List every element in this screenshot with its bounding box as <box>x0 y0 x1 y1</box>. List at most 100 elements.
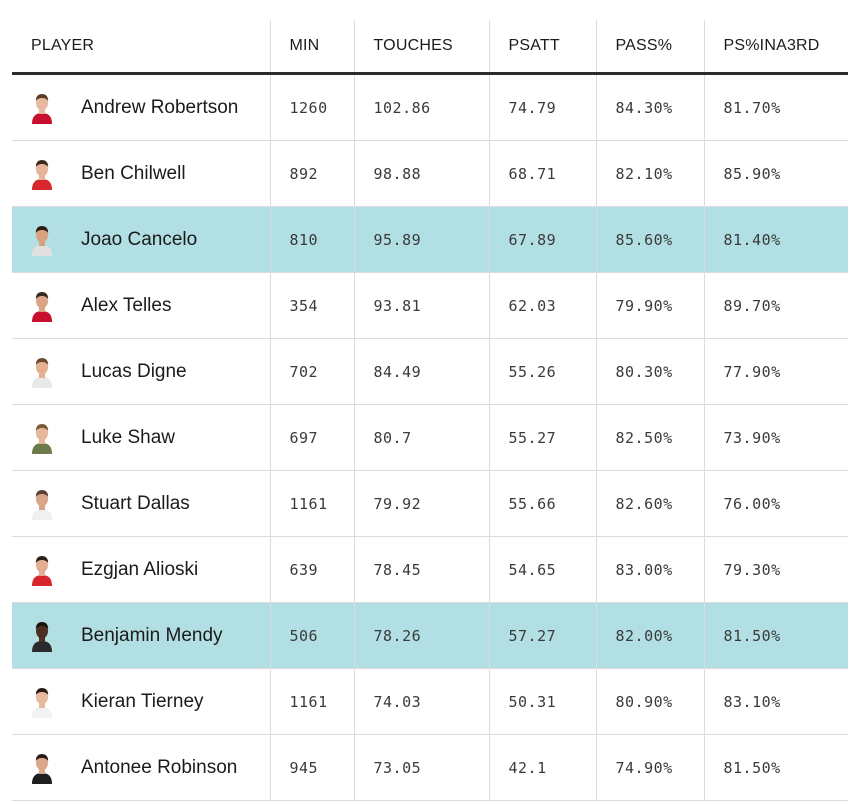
cell-ps-in-a3rd: 79.30% <box>703 536 848 603</box>
cell-min: 892 <box>269 140 354 207</box>
table-row[interactable]: Benjamin Mendy 506 78.26 57.27 82.00% 81.50% <box>12 602 848 669</box>
player-avatar-icon <box>32 555 52 586</box>
cell-pass-pct: 83.00% <box>595 536 704 603</box>
player-name[interactable]: Joao Cancelo <box>81 228 198 250</box>
cell-pass-pct: 82.10% <box>595 140 704 207</box>
cell-ps-in-a3rd: 81.40% <box>703 206 848 273</box>
cell-psatt: 50.31 <box>488 668 596 735</box>
cell-min: 1161 <box>269 470 354 537</box>
cell-pass-pct: 74.90% <box>595 734 704 801</box>
player-avatar-icon <box>32 423 52 454</box>
cell-pass-pct: 84.30% <box>595 73 704 141</box>
table-row[interactable]: Kieran Tierney 1161 74.03 50.31 80.90% 83.10% <box>12 668 848 735</box>
column-header-player[interactable]: PLAYER <box>12 20 270 75</box>
table-row[interactable]: Luke Shaw 697 80.7 55.27 82.50% 73.90% <box>12 404 848 471</box>
player-cell: Benjamin Mendy <box>12 602 270 669</box>
player-stats-table: PLAYER MIN TOUCHES PSATT PASS% PS%INA3RD… <box>12 20 848 801</box>
column-header-ps-in-a3rd[interactable]: PS%INA3RD <box>703 20 848 75</box>
player-name[interactable]: Stuart Dallas <box>81 492 190 514</box>
table-row[interactable]: Lucas Digne 702 84.49 55.26 80.30% 77.90% <box>12 338 848 405</box>
cell-min: 702 <box>269 338 354 405</box>
cell-pass-pct: 80.90% <box>595 668 704 735</box>
cell-ps-in-a3rd: 76.00% <box>703 470 848 537</box>
column-header-touches[interactable]: TOUCHES <box>353 20 489 75</box>
player-cell: Kieran Tierney <box>12 668 270 735</box>
cell-touches: 93.81 <box>353 272 489 339</box>
player-avatar-icon <box>32 489 52 520</box>
player-name[interactable]: Alex Telles <box>81 294 172 316</box>
cell-pass-pct: 79.90% <box>595 272 704 339</box>
cell-psatt: 74.79 <box>488 73 596 141</box>
cell-min: 639 <box>269 536 354 603</box>
table-body: Andrew Robertson 1260 102.86 74.79 84.30% 81.… <box>12 73 848 801</box>
cell-pass-pct: 82.50% <box>595 404 704 471</box>
player-cell: Lucas Digne <box>12 338 270 405</box>
player-avatar-icon <box>32 225 52 256</box>
player-cell: Andrew Robertson <box>12 73 270 141</box>
header-row: PLAYER MIN TOUCHES PSATT PASS% PS%INA3RD <box>12 20 848 75</box>
column-header-pass-pct[interactable]: PASS% <box>595 20 704 75</box>
cell-min: 354 <box>269 272 354 339</box>
cell-ps-in-a3rd: 83.10% <box>703 668 848 735</box>
cell-touches: 98.88 <box>353 140 489 207</box>
cell-psatt: 54.65 <box>488 536 596 603</box>
cell-min: 697 <box>269 404 354 471</box>
table-row[interactable]: Ben Chilwell 892 98.88 68.71 82.10% 85.90% <box>12 140 848 207</box>
player-name[interactable]: Antonee Robinson <box>81 756 238 778</box>
cell-min: 506 <box>269 602 354 669</box>
player-avatar-icon <box>32 753 52 784</box>
player-cell: Ben Chilwell <box>12 140 270 207</box>
cell-psatt: 68.71 <box>488 140 596 207</box>
cell-psatt: 55.27 <box>488 404 596 471</box>
table-row[interactable]: Ezgjan Alioski 639 78.45 54.65 83.00% 79.30% <box>12 536 848 603</box>
player-name[interactable]: Ben Chilwell <box>81 162 186 184</box>
cell-touches: 79.92 <box>353 470 489 537</box>
table-row[interactable]: Antonee Robinson 945 73.05 42.1 74.90% 81.50% <box>12 734 848 801</box>
table-row[interactable]: Alex Telles 354 93.81 62.03 79.90% 89.70% <box>12 272 848 339</box>
player-cell: Ezgjan Alioski <box>12 536 270 603</box>
cell-ps-in-a3rd: 89.70% <box>703 272 848 339</box>
cell-touches: 80.7 <box>353 404 489 471</box>
player-name[interactable]: Kieran Tierney <box>81 690 204 712</box>
cell-min: 1260 <box>269 73 354 141</box>
player-cell: Luke Shaw <box>12 404 270 471</box>
cell-ps-in-a3rd: 73.90% <box>703 404 848 471</box>
cell-pass-pct: 80.30% <box>595 338 704 405</box>
player-avatar-icon <box>32 291 52 322</box>
cell-ps-in-a3rd: 81.70% <box>703 73 848 141</box>
player-avatar-icon <box>32 621 52 652</box>
player-name[interactable]: Andrew Robertson <box>81 96 239 118</box>
cell-ps-in-a3rd: 81.50% <box>703 734 848 801</box>
cell-touches: 84.49 <box>353 338 489 405</box>
cell-ps-in-a3rd: 85.90% <box>703 140 848 207</box>
player-cell: Antonee Robinson <box>12 734 270 801</box>
cell-psatt: 55.26 <box>488 338 596 405</box>
cell-min: 810 <box>269 206 354 273</box>
player-name[interactable]: Luke Shaw <box>81 426 176 448</box>
cell-touches: 95.89 <box>353 206 489 273</box>
player-avatar-icon <box>32 687 52 718</box>
cell-psatt: 55.66 <box>488 470 596 537</box>
cell-touches: 74.03 <box>353 668 489 735</box>
cell-touches: 102.86 <box>353 73 489 141</box>
cell-ps-in-a3rd: 81.50% <box>703 602 848 669</box>
column-header-min[interactable]: MIN <box>269 20 354 75</box>
player-avatar-icon <box>32 93 52 124</box>
cell-ps-in-a3rd: 77.90% <box>703 338 848 405</box>
cell-touches: 73.05 <box>353 734 489 801</box>
player-name[interactable]: Ezgjan Alioski <box>81 558 199 580</box>
table-row[interactable]: Joao Cancelo 810 95.89 67.89 85.60% 81.40% <box>12 206 848 273</box>
player-name[interactable]: Lucas Digne <box>81 360 187 382</box>
player-cell: Stuart Dallas <box>12 470 270 537</box>
player-avatar-icon <box>32 357 52 388</box>
cell-psatt: 67.89 <box>488 206 596 273</box>
cell-touches: 78.45 <box>353 536 489 603</box>
column-header-psatt[interactable]: PSATT <box>488 20 596 75</box>
cell-psatt: 42.1 <box>488 734 596 801</box>
cell-pass-pct: 82.00% <box>595 602 704 669</box>
player-avatar-icon <box>32 159 52 190</box>
table-row[interactable]: Stuart Dallas 1161 79.92 55.66 82.60% 76.00% <box>12 470 848 537</box>
cell-psatt: 62.03 <box>488 272 596 339</box>
table-row[interactable]: Andrew Robertson 1260 102.86 74.79 84.30% 81.… <box>12 73 848 141</box>
player-name[interactable]: Benjamin Mendy <box>81 624 223 646</box>
